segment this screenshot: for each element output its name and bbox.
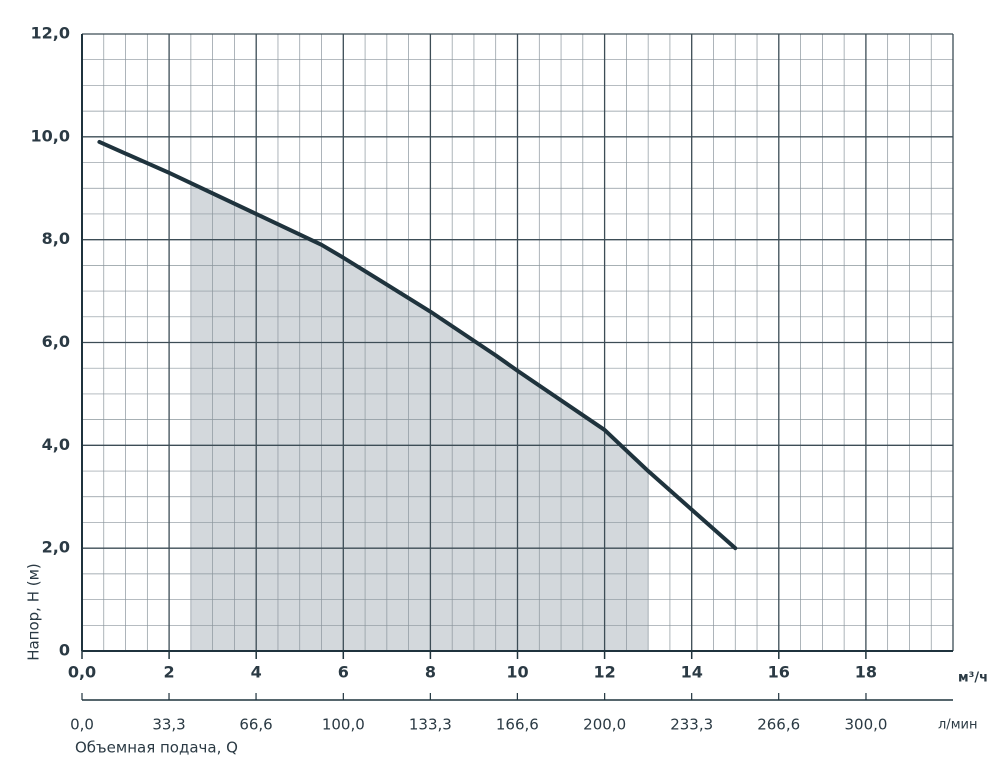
x-tick-label: 0,0: [68, 663, 96, 682]
x2-tick-label: 200,0: [583, 716, 626, 734]
y-tick-label: 0: [59, 641, 70, 660]
shaded-area: [190, 183, 649, 651]
x-tick-label: 14: [681, 663, 703, 682]
y-tick-label: 10,0: [31, 126, 70, 145]
x2-tick-label: 166,6: [496, 716, 539, 734]
x-axis-title: Объемная подача, Q: [75, 739, 238, 757]
x-tick-label: 18: [855, 663, 877, 682]
y-axis-title: Напор, H (м): [25, 563, 43, 661]
x-tick-label: 16: [768, 663, 790, 682]
x-tick-label: 12: [593, 663, 615, 682]
x-tick-label: 2: [164, 663, 175, 682]
x2-tick-label: 66,6: [239, 716, 272, 734]
y-tick-label: 4,0: [42, 435, 70, 454]
x2-tick-label: 0,0: [70, 716, 94, 734]
y-tick-label: 2,0: [42, 538, 70, 557]
y-tick-label: 8,0: [42, 229, 70, 248]
x-tick-label: 6: [338, 663, 349, 682]
curve: [97, 139, 738, 551]
x-tick-label: 4: [251, 663, 262, 682]
x2-tick-label: 33,3: [152, 716, 185, 734]
y-tick-label: 6,0: [42, 332, 70, 351]
x2-tick-label: 233,3: [670, 716, 713, 734]
x2-tick-label: 100,0: [322, 716, 365, 734]
x-tick-label: 8: [425, 663, 436, 682]
x-unit: м³/ч: [958, 671, 988, 686]
x2-unit: л/мин: [938, 718, 977, 733]
x2-tick-label: 266,6: [757, 716, 800, 734]
x2-tick-label: 133,3: [409, 716, 452, 734]
x2-tick-label: 300,0: [845, 716, 888, 734]
y-tick-label: 12,0: [31, 24, 70, 43]
x-tick-label: 10: [506, 663, 528, 682]
